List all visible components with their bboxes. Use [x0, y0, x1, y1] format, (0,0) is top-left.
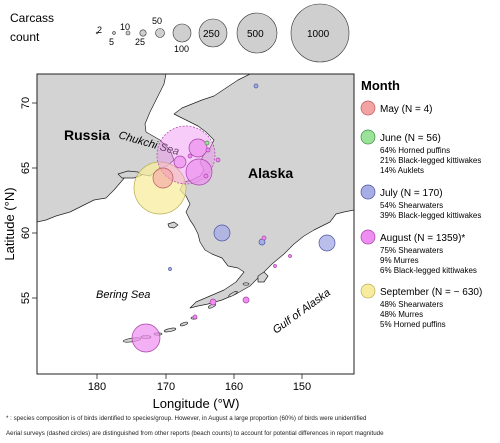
- legend-september-title: September (N = ~ 630): [380, 287, 482, 298]
- map-panel: Russia Alaska Chukchi Sea Bering Sea Gul…: [2, 73, 355, 411]
- footnote-species: * : species composition is of birds iden…: [6, 415, 367, 422]
- nunivak-island: [167, 221, 179, 229]
- size-legend-label-2: 2: [97, 25, 102, 35]
- legend-july-line2: 39% Black-legged kittiwakes: [380, 211, 481, 220]
- legend-september-line1: 48% Shearwaters: [380, 300, 443, 309]
- obs-small-6: [242, 296, 250, 304]
- y-tick-60: 60: [20, 227, 32, 239]
- legend-swatch-may: [360, 100, 376, 116]
- obs-small-4: [187, 153, 193, 159]
- obs-small-8: [192, 314, 198, 320]
- x-tick-180: 180: [88, 381, 106, 393]
- y-tick-70: 70: [20, 97, 32, 109]
- obs-small-1: [205, 147, 211, 153]
- size-legend-label-25: 25: [135, 37, 145, 47]
- obs-september-large: [133, 161, 187, 215]
- size-legend-circle-25: [139, 29, 147, 37]
- x-tick-170: 170: [157, 381, 175, 393]
- obs-small-9: [288, 254, 292, 258]
- legend-august-line3: 6% Black-legged kittiwakes: [380, 266, 477, 275]
- obs-july-bristol: [213, 224, 231, 242]
- x-axis-label: Longitude (°W): [153, 396, 240, 411]
- legend-may-title: May (N = 4): [380, 104, 433, 115]
- size-legend-label-5: 5: [109, 37, 114, 47]
- size-legend-circle-5: [112, 31, 116, 35]
- size-legend-circle-250: [198, 18, 228, 48]
- obs-july-north: [253, 83, 259, 89]
- alaska-landmass: [173, 74, 354, 309]
- legend-swatch-june: [360, 129, 376, 145]
- size-legend-circle-2: [95, 31, 99, 35]
- obs-august-mid: [173, 155, 187, 169]
- x-tick-160: 160: [225, 381, 243, 393]
- obs-small-2: [215, 157, 221, 163]
- size-legend-label-10: 10: [120, 22, 130, 32]
- obs-may: [152, 167, 174, 189]
- legend-june-line2: 21% Black-legged kittiwakes: [380, 156, 481, 165]
- y-axis-label: Latitude (°N): [2, 187, 17, 260]
- axis-ticks: [32, 102, 303, 379]
- size-legend-circle-500: [236, 12, 278, 54]
- obs-august-north: [188, 138, 208, 158]
- size-legend-label-500: 500: [247, 29, 264, 40]
- obs-july-3: [168, 267, 172, 271]
- legend-swatch-july: [360, 184, 376, 200]
- legend-august-title: August (N = 1359)*: [380, 233, 465, 244]
- size-legend-label-1000: 1000: [307, 29, 330, 40]
- observation-circles: [131, 83, 336, 353]
- obs-july-gulf: [318, 234, 336, 252]
- map-frame: [36, 73, 355, 375]
- obs-small-5: [261, 235, 267, 241]
- legend-june-line3: 14% Auklets: [380, 166, 424, 175]
- legend-august-line2: 9% Murres: [380, 256, 419, 265]
- size-legend-circle-1000: [290, 3, 350, 63]
- size-legend: Carcass count 2 5 10 25 50 100 250 500 1…: [10, 3, 350, 63]
- label-russia: Russia: [64, 127, 110, 143]
- size-legend-circle-10: [125, 30, 131, 36]
- obs-august-aleutian: [131, 323, 161, 353]
- month-legend-title: Month: [361, 78, 400, 93]
- obs-small-7: [209, 298, 217, 306]
- obs-june-1: [204, 140, 210, 146]
- kodiak-island: [257, 271, 269, 283]
- legend-july-title: July (N = 170): [380, 188, 443, 199]
- obs-small-3: [203, 173, 209, 179]
- size-legend-circle-50: [155, 28, 165, 38]
- legend-july-line1: 54% Shearwaters: [380, 201, 443, 210]
- size-legend-label-50: 50: [152, 16, 162, 26]
- label-bering-sea: Bering Sea: [96, 289, 150, 301]
- x-tick-150: 150: [293, 381, 311, 393]
- size-legend-title-line1: Carcass: [10, 11, 54, 25]
- month-legend: Month May (N = 4) June (N = 56) 64% Horn…: [360, 78, 482, 329]
- size-legend-title-line2: count: [10, 30, 40, 44]
- legend-september-line2: 48% Murres: [380, 310, 423, 319]
- obs-august-norton: [185, 158, 213, 186]
- y-tick-65: 65: [20, 162, 32, 174]
- legend-swatch-august: [360, 229, 376, 245]
- size-legend-label-250: 250: [203, 29, 220, 40]
- label-alaska: Alaska: [248, 165, 293, 181]
- legend-swatch-september: [360, 283, 376, 299]
- size-legend-circle-100: [172, 23, 192, 43]
- legend-september-line3: 5% Horned puffins: [380, 320, 446, 329]
- footnote-aerial: Aerial surveys (dashed circles) are dist…: [6, 430, 384, 437]
- size-legend-label-100: 100: [174, 44, 189, 54]
- y-tick-55: 55: [20, 292, 32, 304]
- legend-august-line1: 75% Shearwaters: [380, 246, 443, 255]
- legend-june-title: June (N = 56): [380, 133, 441, 144]
- legend-june-line1: 64% Horned puffins: [380, 146, 450, 155]
- obs-small-10: [273, 264, 277, 268]
